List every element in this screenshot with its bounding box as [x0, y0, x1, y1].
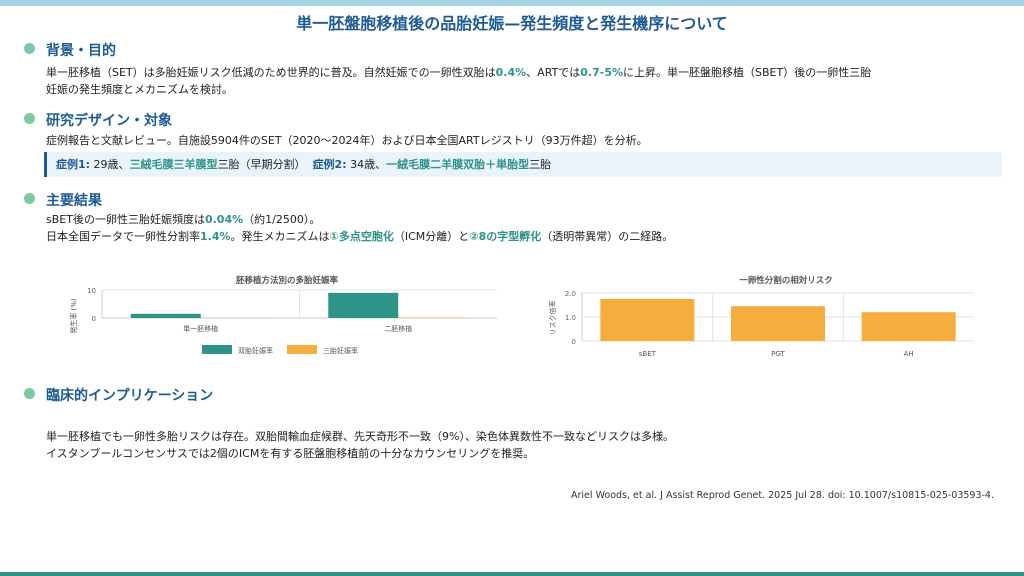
chart2-ytick-label: 2.0 — [565, 290, 576, 298]
section-heading-implications: 臨床的インプリケーション — [46, 388, 214, 404]
section-heading-results: 主要結果 — [46, 193, 102, 209]
text-span: 三胎 — [529, 158, 552, 171]
text-span: （約1/2500）。 — [243, 213, 321, 226]
text-span: （ICM分離）と — [393, 230, 470, 243]
chart1-svg: 胚移植方法別の多胎妊娠率 発生率 (%) 0 10 単一胚移植 二胚移植 双胎妊娠率 三… — [69, 275, 497, 355]
text-span: 。発生メカニズムは — [230, 230, 330, 243]
chart1-legend-label: 双胎妊娠率 — [238, 346, 273, 355]
chart1-ytick-label: 10 — [87, 287, 96, 295]
case2-label: 症例2: — [312, 158, 347, 171]
chart-relative-risk: 一卵性分割の相対リスク リスク倍率 0 1.0 2.0 sBET PGT AH — [542, 268, 982, 368]
chart2-category-label: sBET — [639, 350, 657, 358]
chart1-legend-swatch — [287, 345, 317, 354]
highlight-mechanism2: ②8の字型孵化 — [469, 230, 542, 243]
chart2-category-label: AH — [904, 350, 914, 358]
case2-type: 一絨毛膜二羊膜双胎＋単胎型 — [386, 158, 530, 171]
chart1-legend-swatch — [202, 345, 232, 354]
case-summary-line: 症例1: 29歳、三絨毛膜三羊膜型三胎（早期分割） 症例2: 34歳、一絨毛膜二… — [56, 156, 551, 173]
case-summary-box: 症例1: 29歳、三絨毛膜三羊膜型三胎（早期分割） 症例2: 34歳、一絨毛膜二… — [44, 152, 1002, 177]
text-span: 単一胚移植（SET）は多胎妊娠リスク低減のため世界的に普及。自然妊娠での一卵性双… — [46, 66, 496, 79]
chart2-ytick-label: 0 — [572, 338, 576, 346]
chart1-category-label: 単一胚移植 — [183, 324, 218, 333]
chart2-ytick-label: 1.0 — [565, 314, 576, 322]
section-heading-design: 研究デザイン・対象 — [46, 113, 172, 129]
chart1-bar-twin — [130, 313, 201, 318]
text-span: sBET後の一卵性三胎妊娠頻度は — [46, 213, 205, 226]
case1-type: 三絨毛膜三羊膜型 — [129, 158, 218, 171]
chart1-category-label: 二胚移植 — [384, 324, 412, 333]
chart1-ytick-label: 0 — [92, 315, 96, 323]
highlight-split-rate: 1.4% — [200, 230, 231, 243]
highlight-mechanism1: ①多点空胞化 — [329, 230, 394, 243]
results-text-line1: sBET後の一卵性三胎妊娠頻度は0.04%（約1/2500）。 — [46, 211, 320, 228]
text-span: に上昇。単一胚盤胞移植（SBET）後の一卵性三胎 — [623, 66, 872, 79]
highlight-natural-rate: 0.4% — [495, 66, 527, 79]
chart2-category-label: PGT — [771, 350, 785, 358]
text-span: （透明帯異常）の二経路。 — [541, 230, 674, 243]
bottom-accent-bar — [0, 572, 1024, 576]
text-span: 、ARTでは — [526, 66, 581, 79]
chart2-bar — [600, 299, 695, 341]
chart1-title: 胚移植方法別の多胎妊娠率 — [236, 275, 339, 286]
highlight-triplet-rate: 0.04% — [204, 213, 244, 226]
design-text-line1: 症例報告と文献レビュー。自施設5904件のSET（2020〜2024年）および日… — [46, 134, 648, 147]
text-span: 三胎（早期分割） — [217, 158, 306, 171]
chart2-bar — [731, 306, 825, 341]
chart2-bar — [861, 312, 956, 341]
chart2-title: 一卵性分割の相対リスク — [739, 275, 833, 286]
case1-label: 症例1: — [56, 158, 91, 171]
chart1-legend-label: 三胎妊娠率 — [323, 346, 358, 355]
top-accent-bar — [0, 0, 1024, 6]
background-text-line2: 妊娠の発生頻度とメカニズムを検討。 — [46, 83, 233, 96]
chart1-bar-triplet — [398, 317, 469, 318]
implications-text-line2: イスタンブールコンセンサスでは2個のICMを有する胚盤胞移植前の十分なカウンセリ… — [46, 447, 535, 460]
chart1-ylabel: 発生率 (%) — [69, 298, 78, 334]
text-span: 34歳、 — [346, 158, 387, 171]
text-span: 日本全国データで一卵性分割率 — [46, 230, 200, 243]
chart2-ylabel: リスク倍率 — [548, 301, 557, 336]
chart-multiple-pregnancy: 胚移植方法別の多胎妊娠率 発生率 (%) 0 10 単一胚移植 二胚移植 双胎妊娠率 三… — [55, 268, 515, 368]
highlight-art-rate: 0.7-5% — [580, 66, 623, 79]
section-bullet-icon — [24, 43, 35, 54]
section-bullet-icon — [24, 113, 35, 124]
background-text-line1: 単一胚移植（SET）は多胎妊娠リスク低減のため世界的に普及。自然妊娠での一卵性双… — [46, 64, 871, 81]
page-title: 単一胚盤胞移植後の品胎妊娠—発生頻度と発生機序について — [296, 14, 728, 33]
results-text-line2: 日本全国データで一卵性分割率1.4%。発生メカニズムは①多点空胞化（ICM分離）… — [46, 228, 673, 245]
chart1-bar-twin — [328, 292, 399, 318]
section-bullet-icon — [24, 193, 35, 204]
section-heading-background: 背景・目的 — [46, 43, 116, 59]
citation: Ariel Woods, et al. J Assist Reprod Gene… — [571, 490, 994, 501]
text-span: 29歳、 — [90, 158, 130, 171]
section-bullet-icon — [24, 388, 35, 399]
chart2-svg: 一卵性分割の相対リスク リスク倍率 0 1.0 2.0 sBET PGT AH — [548, 275, 974, 358]
implications-text-line1: 単一胚移植でも一卵性多胎リスクは存在。双胎間輸血症候群、先天奇形不一致（9%）、… — [46, 430, 674, 443]
